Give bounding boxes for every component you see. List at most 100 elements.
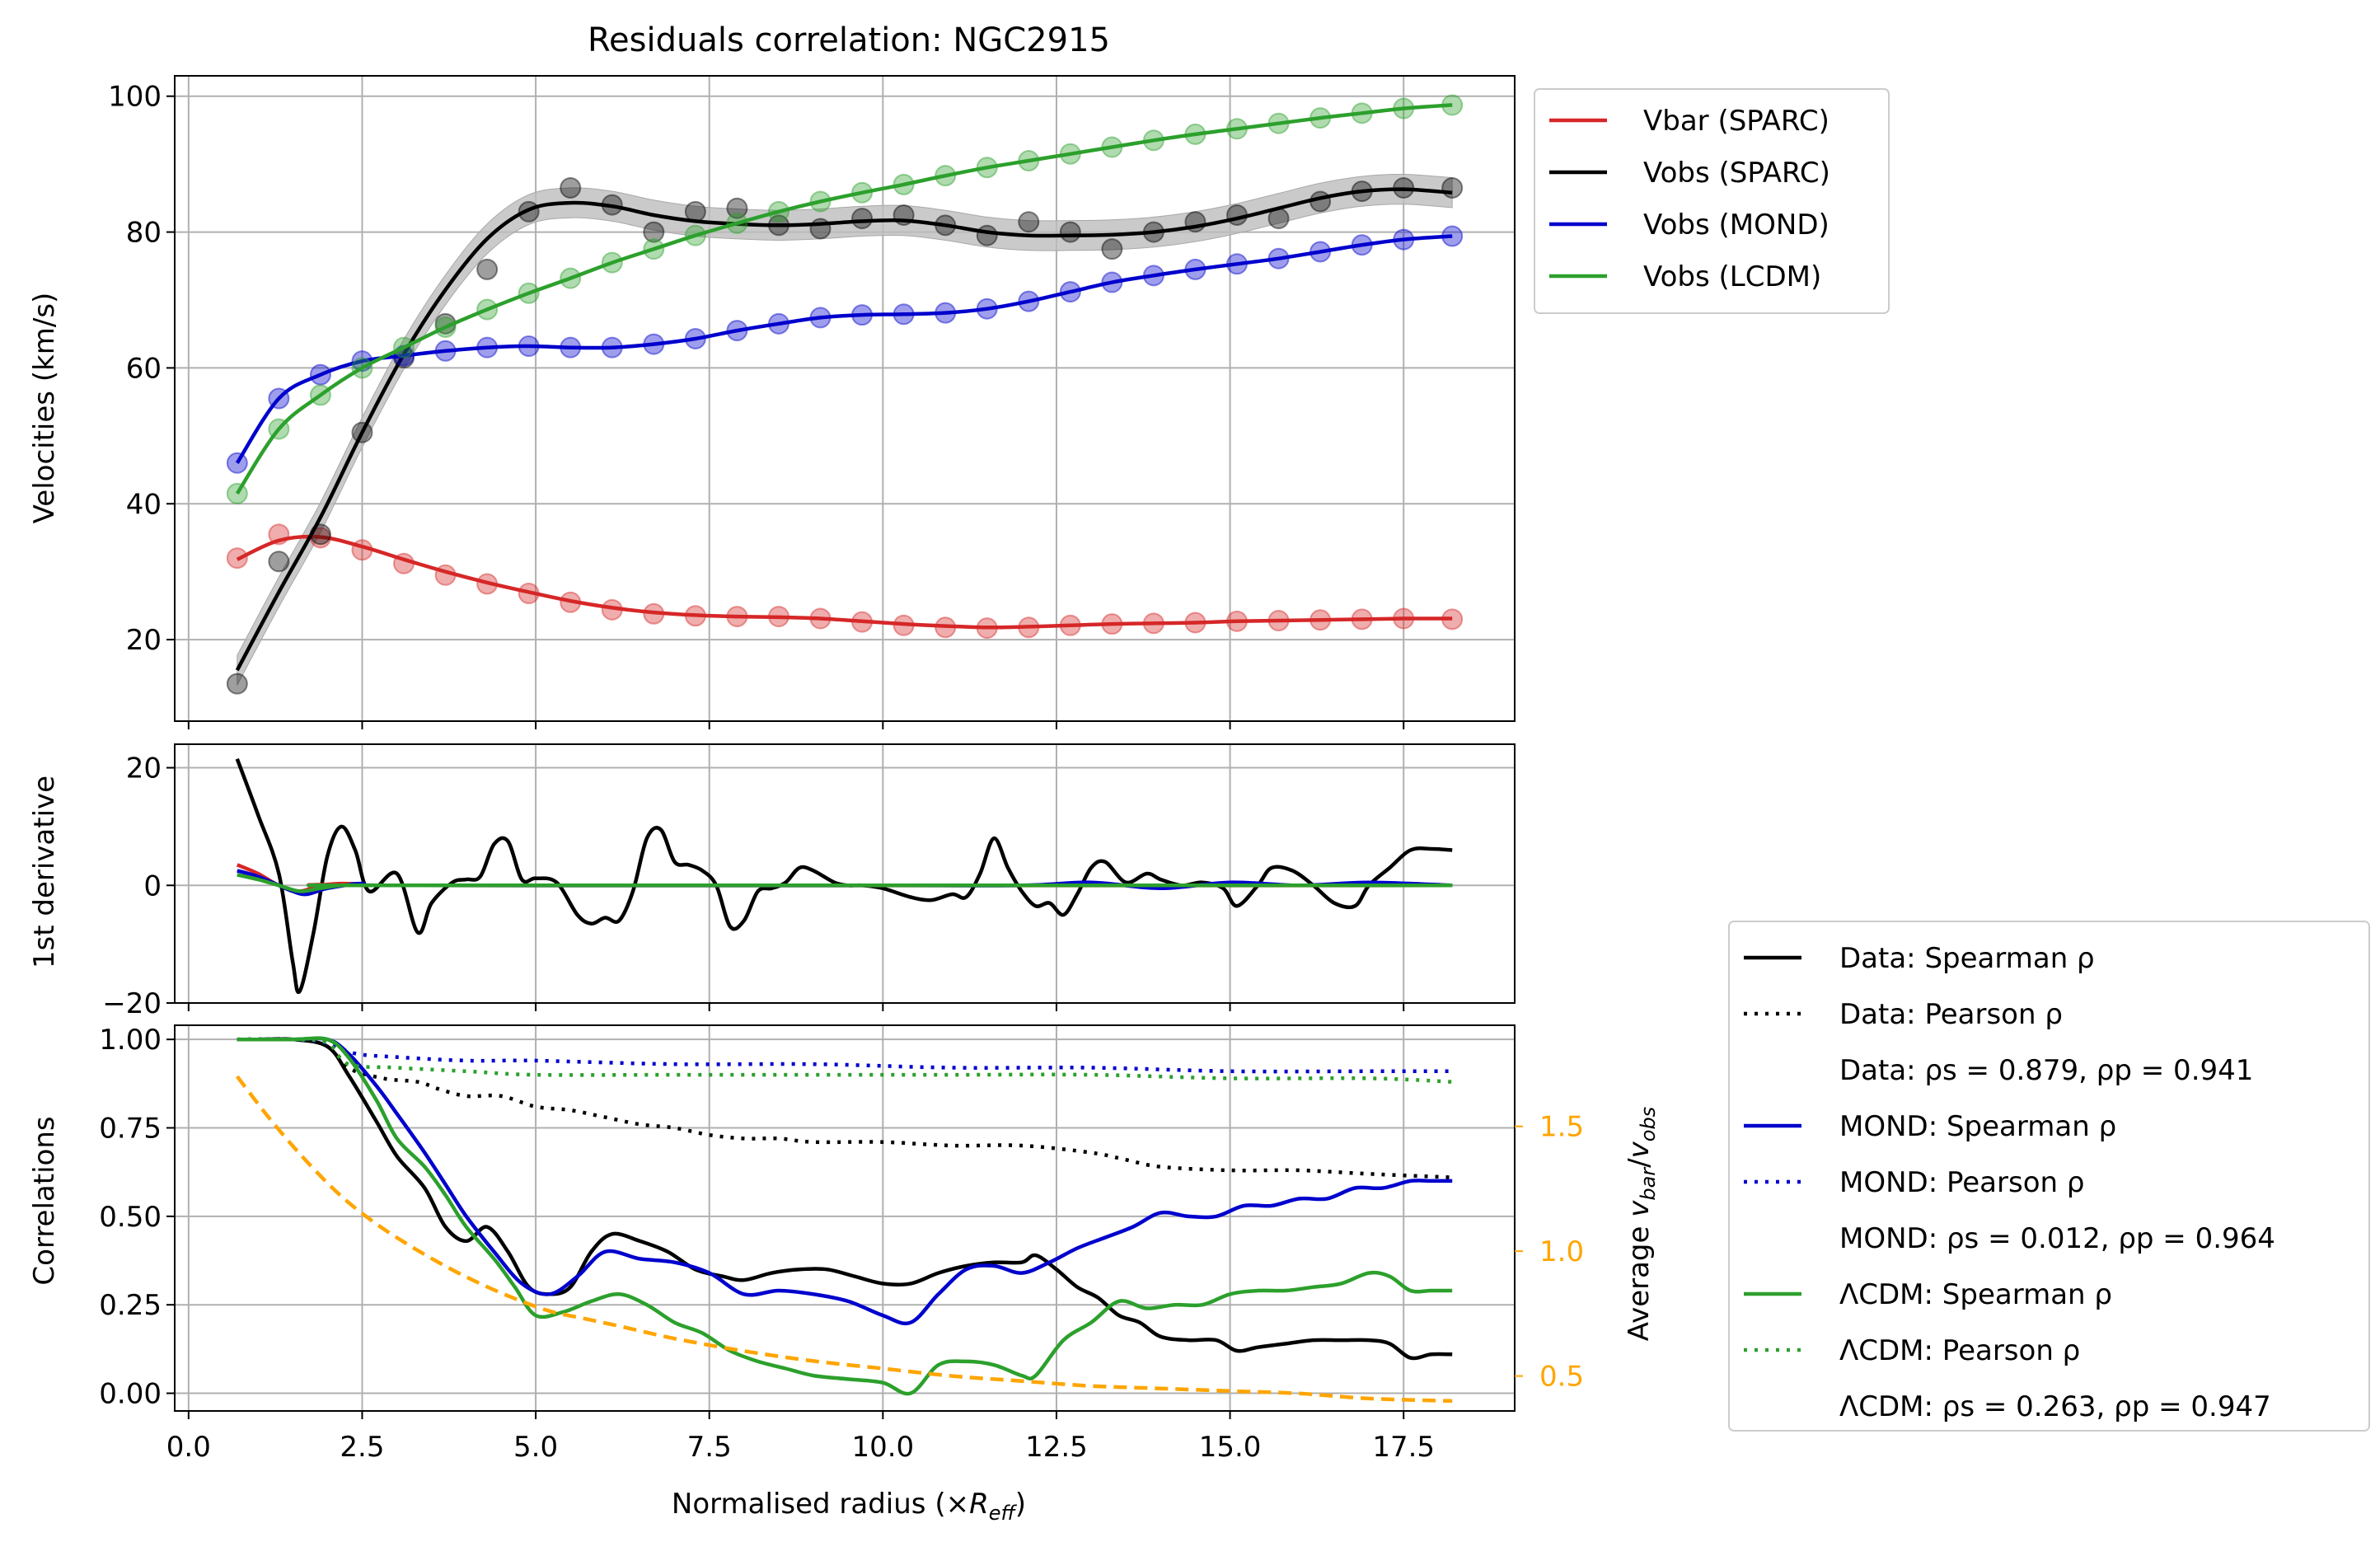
vbar-point: [1441, 608, 1464, 630]
vbar-point: [726, 606, 748, 628]
vbar-point: [1184, 612, 1206, 634]
vbar-point: [684, 605, 706, 627]
vbar-point: [1101, 613, 1123, 635]
vobs-point: [1267, 208, 1290, 230]
lcdm-point: [601, 251, 623, 274]
lcdm-point: [518, 282, 540, 304]
vobs-derivative-line: [235, 758, 1453, 995]
derivative-grid: [175, 744, 1515, 1004]
y-tick-label: 0.25: [99, 1289, 162, 1322]
legend-label: MOND: Pearson ρ: [1839, 1166, 2084, 1199]
y-tick-label: 0.75: [99, 1113, 162, 1146]
vobs-point: [268, 551, 290, 573]
mond-point: [1309, 241, 1332, 263]
vbar-point: [1351, 608, 1373, 630]
y-axis-label-derivative: 1st derivative: [28, 776, 61, 968]
legend-velocities: Vbar (SPARC) Vobs (SPARC) Vobs (MOND) Vobs …: [1534, 88, 1890, 314]
y-tick-label: 0: [143, 869, 162, 902]
vobs-point: [1393, 176, 1415, 199]
mond-point: [767, 312, 789, 335]
vobs-point: [851, 208, 874, 230]
mond-point: [726, 320, 748, 342]
vobs-point: [726, 197, 748, 219]
vbar-point: [560, 591, 582, 613]
mond-dotted-line: [237, 1037, 1453, 1074]
y2-axis-label: Average vbar/vobs: [1623, 1107, 1660, 1341]
lcdm-point: [393, 336, 415, 359]
vbar-point: [518, 583, 540, 605]
y-tick-label: 20: [126, 624, 162, 657]
vbar-point: [1393, 607, 1415, 630]
lcdm-point: [226, 482, 248, 504]
lcdm-point: [1184, 123, 1206, 145]
lcdm-derivative-line: [237, 873, 1453, 893]
vbar-point: [809, 607, 832, 630]
vobs-point: [560, 176, 582, 199]
lcdm-point: [434, 316, 457, 338]
vobs-point: [1184, 211, 1206, 233]
lcdm-point: [976, 157, 998, 179]
vbar-point: [351, 539, 373, 561]
lcdm-point: [1441, 94, 1464, 116]
vobs-point: [1351, 180, 1373, 203]
mond-solid-line: [237, 1036, 1453, 1326]
legend-label: Data: Pearson ρ: [1839, 998, 2063, 1031]
lcdm-point: [1059, 143, 1081, 165]
lcdm-point: [892, 173, 915, 195]
legend-label: MOND: ρs = 0.012, ρp = 0.964: [1839, 1222, 2275, 1255]
mond-point: [309, 363, 331, 386]
vobs-point: [601, 194, 623, 216]
legend-label: Data: Spearman ρ: [1839, 942, 2095, 975]
vobs-point: [351, 421, 373, 443]
vbar-point: [434, 564, 457, 586]
correlations-frame: [174, 1024, 1516, 1412]
vbar-point: [935, 616, 957, 639]
y-axis-label-correlations: Correlations: [28, 1116, 61, 1285]
vobs-point: [1101, 238, 1123, 260]
vobs-point: [809, 218, 832, 240]
vobs-point: [1142, 221, 1164, 243]
chart-title: Residuals correlation: NGC2915: [588, 21, 1110, 59]
vobs-point: [892, 204, 915, 226]
x-tick-label: 2.5: [340, 1431, 384, 1464]
vbar-point: [226, 547, 248, 569]
legend-label: ΛCDM: ρs = 0.263, ρp = 0.947: [1839, 1390, 2271, 1423]
y-tick-label: 80: [126, 217, 162, 250]
mond-point: [1101, 271, 1123, 293]
legend-correlations: Data: Spearman ρ Data: Pearson ρ Data: ρs …: [1728, 921, 2370, 1432]
mond-line: [235, 234, 1453, 465]
lcdm-point: [851, 181, 874, 204]
x-tick-label: 10.0: [851, 1431, 914, 1464]
mond-point: [643, 333, 665, 355]
y-tick-label: 100: [108, 81, 162, 114]
vobs-point: [476, 258, 499, 280]
vobs-point: [643, 221, 665, 243]
mond-point: [1018, 290, 1040, 312]
lcdm-point: [1101, 136, 1123, 158]
vobs-uncertainty-band: [237, 173, 1453, 686]
legend-label: ΛCDM: Spearman ρ: [1839, 1278, 2112, 1311]
lcdm-point: [268, 418, 290, 440]
legend-label: Vobs (LCDM): [1643, 260, 1821, 293]
vobs-point: [1059, 221, 1081, 243]
mond-point: [1351, 234, 1373, 256]
mond-point: [226, 452, 248, 474]
vobs-point: [1441, 176, 1464, 199]
vbar-point: [643, 602, 665, 625]
x-tick-label: 5.0: [513, 1431, 558, 1464]
ratio-dashed-line: [236, 1075, 1453, 1404]
legend-label: ΛCDM: Pearson ρ: [1839, 1334, 2080, 1367]
vbar-point: [476, 573, 499, 595]
legend-label: MOND: Spearman ρ: [1839, 1110, 2116, 1143]
x-tick-label: 0.0: [166, 1431, 211, 1464]
vbar-point: [1267, 610, 1290, 632]
mond-point: [518, 335, 540, 358]
velocities-panel: 20 40 60 80 100: [108, 75, 1516, 729]
derivative-plot-area: [235, 758, 1453, 995]
velocities-plot-area: [226, 94, 1464, 695]
y-tick-label: 20: [126, 752, 162, 785]
vobs-point: [767, 214, 789, 237]
y2-tick-label: 0.5: [1539, 1361, 1584, 1394]
derivative-panel: −20 0 20: [102, 743, 1516, 1020]
